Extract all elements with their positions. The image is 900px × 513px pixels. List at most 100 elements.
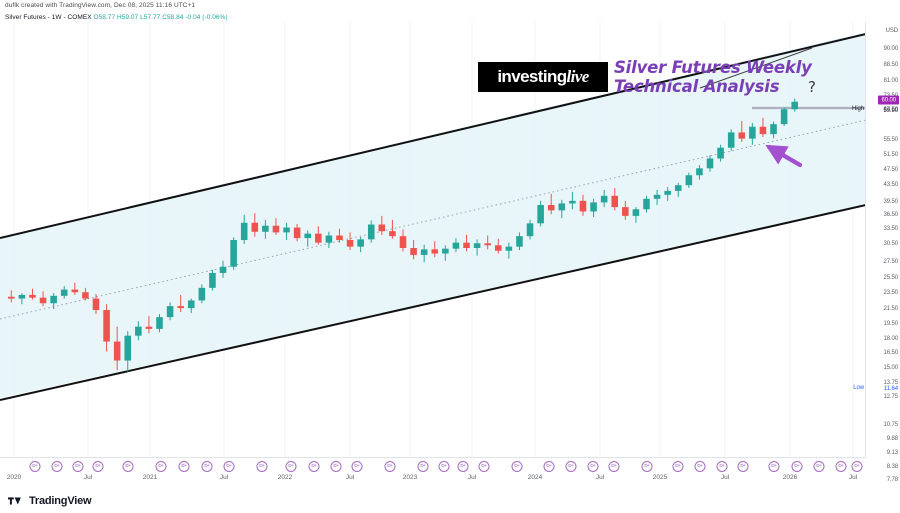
candle-body — [653, 194, 661, 199]
price-axis-tick: 7.78 — [886, 477, 898, 483]
event-marker-glyph: D+ — [125, 463, 131, 469]
candle-body — [770, 124, 777, 135]
earnings-event-marker[interactable]: D+ — [641, 461, 653, 472]
tradingview-logo-icon — [8, 496, 21, 505]
earnings-event-marker[interactable]: D+ — [308, 461, 320, 472]
event-marker-glyph: D+ — [333, 463, 339, 469]
tradingview-wordmark: TradingView — [29, 494, 92, 507]
event-marker-glyph: D+ — [794, 463, 800, 469]
legend-change-percent: (-0.06%) — [202, 14, 228, 21]
candle-body — [452, 242, 460, 249]
earnings-event-marker[interactable]: D+ — [417, 461, 429, 472]
time-axis[interactable]: 2020 Jul 2021 Jul 2022 Jul 2023 Jul 2024 Jul 2025 J… — [0, 457, 866, 488]
event-marker-glyph: D+ — [568, 463, 574, 469]
earnings-event-marker[interactable]: D+ — [813, 461, 825, 472]
earnings-event-marker[interactable]: D+ — [543, 461, 555, 472]
candle-body — [8, 296, 15, 299]
price-axis-tick: 23.50 — [883, 290, 898, 296]
earnings-event-marker[interactable]: D+ — [256, 461, 268, 472]
candle-body — [209, 272, 216, 288]
breakout-arrow[interactable] — [765, 144, 803, 168]
event-marker-glyph: D+ — [95, 463, 101, 469]
price-axis[interactable]: USD 90.0088.5081.0073.5067.5055.5051.504… — [865, 22, 900, 495]
price-axis-tick: 33.50 — [883, 226, 898, 232]
earnings-event-marker[interactable]: D+ — [737, 461, 749, 472]
event-marker-glyph: D+ — [158, 463, 164, 469]
earnings-event-marker[interactable]: D+ — [835, 461, 847, 472]
candle-body — [378, 224, 386, 232]
earnings-event-marker[interactable]: D+ — [29, 461, 41, 472]
candle-body — [18, 294, 26, 299]
earnings-event-marker[interactable]: D+ — [851, 461, 863, 472]
time-axis-tick: Jul — [595, 474, 605, 481]
earnings-event-marker[interactable]: D+ — [330, 461, 342, 472]
time-axis-tick: Jul — [83, 474, 93, 481]
logo-text-live: live — [566, 67, 590, 86]
earnings-event-marker[interactable]: D+ — [457, 461, 469, 472]
legend-high-value: 59.07 — [121, 14, 139, 21]
candle-body — [389, 231, 396, 237]
candle-body — [39, 297, 47, 304]
earnings-event-marker[interactable]: D+ — [384, 461, 396, 472]
candle-body — [516, 236, 523, 247]
high-marker-tag: High — [852, 106, 864, 112]
price-axis-tick: 12.75 — [883, 394, 898, 400]
candle-body — [135, 326, 142, 336]
earnings-event-marker[interactable]: D+ — [438, 461, 450, 472]
candle-body — [92, 298, 100, 311]
earnings-event-marker[interactable]: D+ — [201, 461, 213, 472]
candle-body — [579, 200, 587, 212]
legend-high-label: H — [116, 14, 122, 21]
earnings-event-marker[interactable]: D+ — [122, 461, 134, 472]
chart-pane[interactable]: investing live Silver Futures Weekly Tech… — [0, 22, 866, 458]
earnings-event-marker[interactable]: D+ — [72, 461, 84, 472]
earnings-event-marker[interactable]: D+ — [351, 461, 363, 472]
candle-body — [315, 233, 322, 243]
earnings-event-marker[interactable]: D+ — [694, 461, 706, 472]
earnings-event-marker[interactable]: D+ — [672, 461, 684, 472]
candle-body — [325, 235, 333, 243]
price-axis-tick: 18.00 — [883, 336, 898, 342]
headline-line-2: Technical Analysis — [614, 77, 780, 97]
earnings-event-marker[interactable]: D+ — [155, 461, 167, 472]
earnings-event-marker[interactable]: D+ — [565, 461, 577, 472]
time-axis-tick: 2023 — [402, 474, 418, 481]
time-axis-tick: 2026 — [782, 474, 798, 481]
candle-body — [537, 205, 544, 224]
event-marker-glyph: D+ — [354, 463, 360, 469]
candle-body — [230, 240, 237, 267]
price-axis-tick: 36.50 — [883, 212, 898, 218]
earnings-event-marker[interactable]: D+ — [92, 461, 104, 472]
candle-body — [505, 246, 513, 251]
candle-body — [727, 132, 735, 148]
event-marker-glyph: D+ — [719, 463, 725, 469]
candle-body — [156, 317, 163, 329]
candlestick-series — [8, 98, 798, 372]
candle-body — [473, 243, 481, 248]
candle-body — [558, 203, 566, 211]
earnings-event-marker[interactable]: D+ — [716, 461, 728, 472]
earnings-event-marker[interactable]: D+ — [608, 461, 620, 472]
price-axis-tick: 55.50 — [883, 137, 898, 143]
earnings-event-marker[interactable]: D+ — [285, 461, 297, 472]
earnings-event-marker[interactable]: D+ — [178, 461, 190, 472]
earnings-event-marker[interactable]: D+ — [51, 461, 63, 472]
earnings-event-marker[interactable]: D+ — [791, 461, 803, 472]
earnings-event-marker[interactable]: D+ — [587, 461, 599, 472]
candle-body — [664, 190, 671, 195]
price-axis-tick: 81.00 — [883, 78, 898, 84]
candle-body — [166, 306, 174, 318]
earnings-event-marker[interactable]: D+ — [768, 461, 780, 472]
earnings-event-marker[interactable]: D+ — [511, 461, 523, 472]
symbol-legend[interactable]: Silver Futures - 1W - COMEX O58.77 H59.0… — [5, 14, 228, 21]
event-marker-glyph: D+ — [441, 463, 447, 469]
earnings-event-marker[interactable]: D+ — [223, 461, 235, 472]
event-marker-glyph: D+ — [838, 463, 844, 469]
chart-canvas — [0, 22, 866, 458]
earnings-event-marker[interactable]: D+ — [478, 461, 490, 472]
candle-body — [293, 227, 301, 239]
candle-body — [262, 225, 269, 232]
legend-change: -0.04 — [185, 14, 201, 21]
price-axis-tick: 13.75 — [883, 380, 898, 386]
